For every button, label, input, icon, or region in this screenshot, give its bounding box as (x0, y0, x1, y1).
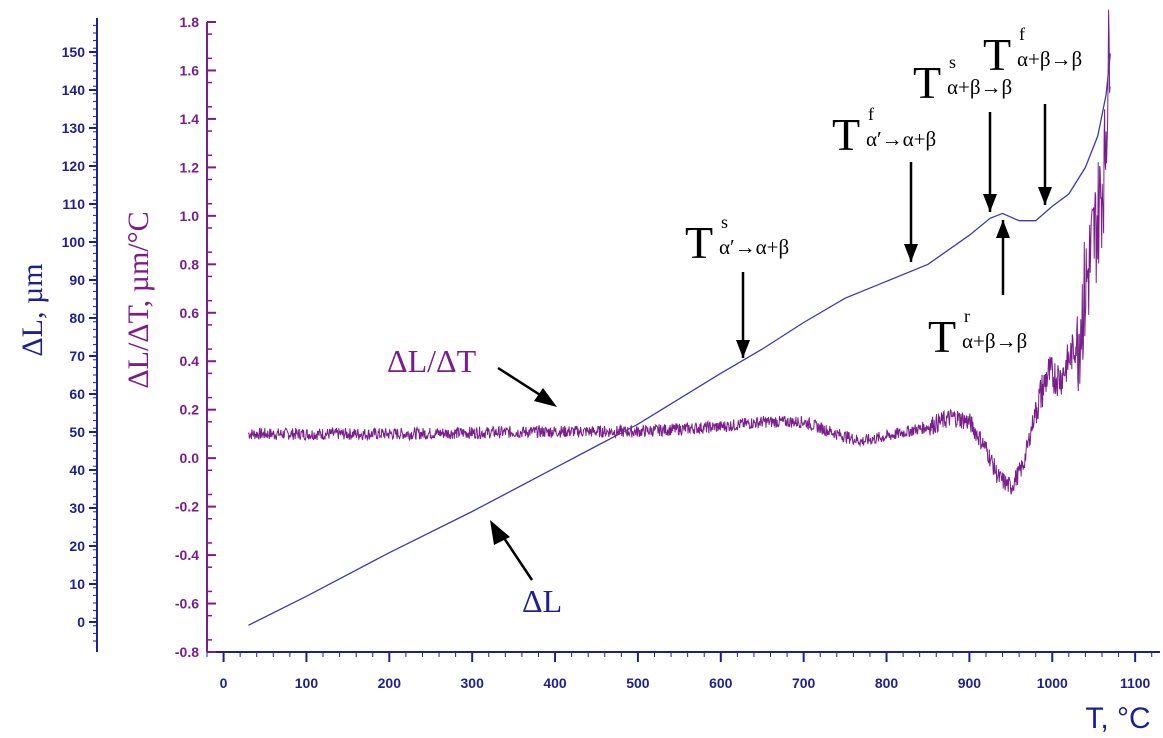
left-axis-tick-label: 30 (69, 500, 85, 516)
series-dldt-line (247, 9, 1111, 495)
annotation-arrowhead (736, 340, 750, 358)
right-axis-tick-label: -0.2 (175, 499, 199, 515)
annotation-main: T (832, 109, 860, 160)
annotation-main: T (913, 57, 941, 108)
right-axis-tick-label: 0.8 (180, 256, 200, 272)
right-axis-tick-label: -0.8 (175, 644, 199, 660)
label-dl-arrowhead (490, 520, 510, 545)
x-axis-tick-label: 0 (220, 675, 228, 691)
x-axis-tick-label: 700 (792, 675, 816, 691)
left-axis-tick-label: 80 (69, 310, 85, 326)
annotation-subscript: α′→α+β (866, 127, 936, 151)
right-axis-tick-label: 1.2 (180, 159, 200, 175)
annotation-superscript: r (964, 306, 970, 326)
annotation-main: T (983, 29, 1011, 80)
x-axis-tick-label: 300 (461, 675, 485, 691)
right-axis-tick-label: -0.4 (175, 547, 199, 563)
annotation-arrowhead (996, 220, 1010, 238)
x-axis-tick-label: 600 (709, 675, 733, 691)
label-dldt-arrowhead (534, 388, 557, 407)
right-axis-tick-label: 1.0 (180, 208, 200, 224)
annotation-main: T (685, 217, 713, 268)
annotation-superscript: f (1019, 24, 1025, 44)
annotation-arrowhead (904, 244, 918, 262)
left-axis-label: ΔL, µm (16, 263, 49, 356)
left-axis-tick-label: 140 (62, 82, 86, 98)
annotation-subscript: α+β→β (947, 75, 1012, 99)
annotation-subscript: α+β→β (962, 329, 1027, 353)
left-axis-tick-label: 100 (62, 234, 86, 250)
x-axis-tick-label: 1000 (1037, 675, 1068, 691)
x-axis: 0 100 200 300 400 500 600 700 800 900 1000 1100 (206, 652, 1153, 691)
left-axis-tick-label: 40 (69, 462, 85, 478)
left-axis-tick-label: 70 (69, 348, 85, 364)
annotation-main: T (928, 311, 956, 362)
x-axis-tick-label: 400 (543, 675, 567, 691)
series-dl-line (248, 53, 1111, 626)
left-axis-tick-label: 150 (62, 44, 86, 60)
right-axis-tick-label: 1.6 (180, 62, 200, 78)
x-axis-label: T, °C (1085, 702, 1150, 735)
plot-frame (206, 22, 1160, 653)
annotation-subscript: α′→α+β (719, 235, 789, 259)
left-axis-tick-label: 130 (62, 120, 86, 136)
left-axis-tick-label: 20 (69, 538, 85, 554)
x-axis-tick-label: 500 (626, 675, 650, 691)
x-axis-tick-label: 1100 (1120, 675, 1151, 691)
left-axis-tick-label: 50 (69, 424, 85, 440)
annotation-subscript: α+β→β (1017, 47, 1082, 71)
label-dl-arrow-line (498, 531, 534, 581)
right-axis-label: ΔL/ΔT, µm/°C (122, 211, 155, 388)
right-axis-tick-label: 1.8 (180, 14, 200, 30)
right-axis-tick-label: -0.6 (175, 596, 199, 612)
right-axis-tick-label: 1.4 (180, 111, 200, 127)
right-axis-tick-label: 0.2 (180, 402, 200, 418)
annotation-arrowhead (983, 194, 997, 212)
x-axis-tick-label: 900 (958, 675, 982, 691)
series-layer (247, 9, 1111, 626)
left-axis-tick-label: 10 (69, 576, 85, 592)
annotation-superscript: f (868, 104, 874, 124)
annotation-superscript: s (949, 52, 956, 72)
left-axis-tick-label: 110 (62, 196, 85, 212)
left-axis-tick-label: 60 (69, 386, 85, 402)
left-axis: 0 10 20 30 40 50 60 70 80 90 100 110 120 130 140 150 (62, 18, 98, 652)
label-dldt: ΔL/ΔT (387, 343, 557, 407)
x-axis-tick-label: 800 (875, 675, 899, 691)
x-axis-tick-label: 200 (378, 675, 402, 691)
right-axis-tick-label: 0.0 (180, 450, 200, 466)
label-dl: ΔL (490, 520, 562, 619)
label-dl-text: ΔL (522, 583, 562, 619)
left-axis-tick-label: 120 (62, 158, 86, 174)
label-dldt-text: ΔL/ΔT (387, 343, 477, 379)
right-axis-tick-label: 0.4 (180, 353, 200, 369)
x-axis-tick-label: 100 (295, 675, 319, 691)
left-axis-tick-label: 0 (77, 614, 85, 630)
right-axis-tick-label: 0.6 (180, 305, 200, 321)
annotation-arrowhead (1038, 187, 1052, 205)
left-axis-tick-label: 90 (69, 272, 85, 288)
annotation-superscript: s (721, 212, 728, 232)
right-axis: -0.8 -0.6 -0.4 -0.2 0.0 0.2 0.4 0.6 0.8 1.0 1.2 1.4… (175, 14, 216, 660)
